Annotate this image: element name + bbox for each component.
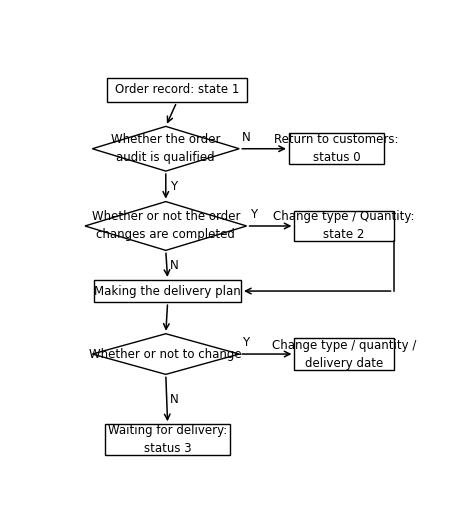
Text: Y: Y — [170, 180, 177, 193]
Polygon shape — [85, 202, 246, 250]
Text: Making the delivery plan: Making the delivery plan — [94, 285, 241, 298]
Text: Whether the order
audit is qualified: Whether the order audit is qualified — [111, 133, 220, 164]
FancyBboxPatch shape — [105, 424, 230, 455]
Text: Whether or not to change: Whether or not to change — [90, 347, 242, 361]
Text: N: N — [170, 393, 179, 406]
FancyBboxPatch shape — [294, 338, 393, 370]
FancyBboxPatch shape — [94, 280, 241, 302]
Text: Y: Y — [249, 208, 256, 221]
Text: N: N — [170, 259, 179, 271]
Text: Whether or not the order
changes are completed: Whether or not the order changes are com… — [91, 211, 240, 241]
Text: Change type / Quantity:
state 2: Change type / Quantity: state 2 — [273, 211, 415, 241]
Polygon shape — [92, 126, 239, 171]
Polygon shape — [92, 334, 239, 374]
Text: N: N — [242, 131, 251, 144]
Text: Return to customers:
status 0: Return to customers: status 0 — [274, 133, 399, 164]
Text: Order record: state 1: Order record: state 1 — [115, 83, 239, 96]
FancyBboxPatch shape — [289, 134, 384, 164]
FancyBboxPatch shape — [107, 78, 246, 102]
Text: Waiting for delivery:
status 3: Waiting for delivery: status 3 — [108, 424, 227, 455]
Text: Change type / quantity /
delivery date: Change type / quantity / delivery date — [272, 338, 416, 370]
Text: Y: Y — [242, 336, 249, 349]
FancyBboxPatch shape — [294, 211, 393, 241]
